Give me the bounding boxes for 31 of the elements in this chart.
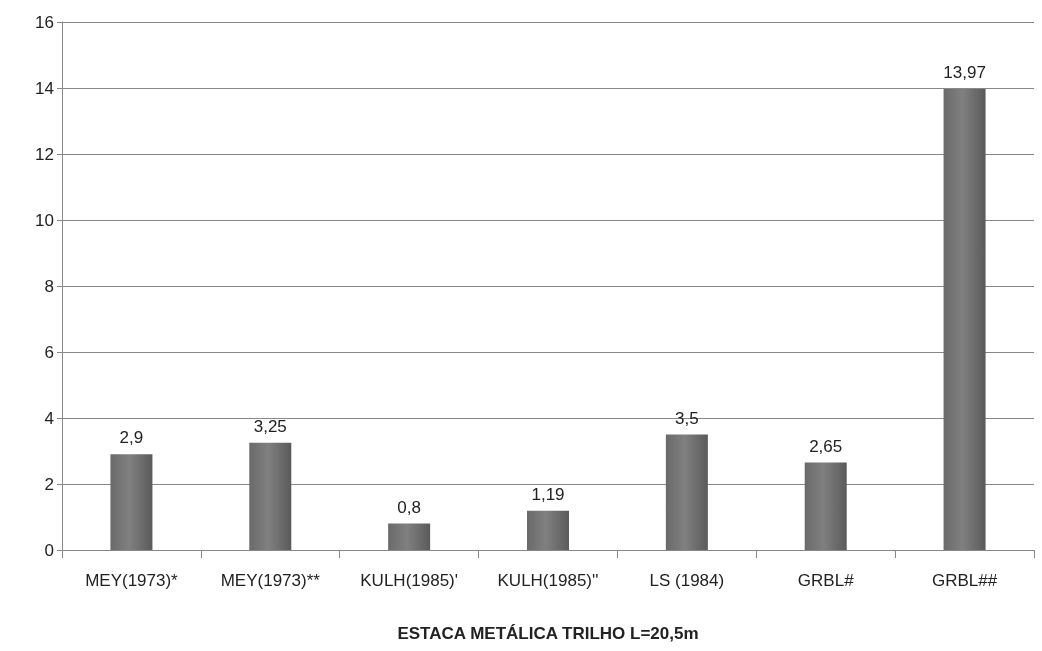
y-tick-label: 0 — [44, 540, 54, 560]
data-label: 0,8 — [397, 497, 421, 517]
x-tick-label: MEY(1973)* — [85, 571, 179, 590]
y-tick-label: 14 — [35, 78, 54, 98]
data-label: 2,65 — [809, 436, 843, 456]
bar — [110, 454, 153, 550]
y-tick-label: 6 — [44, 342, 54, 362]
bar — [527, 510, 569, 550]
x-tick-label: MEY(1973)** — [220, 571, 321, 590]
data-label: 3,5 — [675, 408, 699, 428]
data-label: 3,25 — [253, 416, 287, 436]
x-tick-label: GRBL## — [931, 571, 998, 590]
x-tick-label: LS (1984) — [649, 571, 725, 590]
x-tick-label: KULH(1985)' — [360, 571, 459, 590]
bar — [249, 442, 292, 550]
data-label: 2,9 — [119, 428, 144, 448]
x-tick-label: GRBL# — [797, 571, 855, 590]
y-tick-label: 2 — [44, 474, 54, 494]
y-tick-label: 10 — [35, 210, 54, 230]
y-tick-label: 4 — [44, 408, 54, 428]
bar — [388, 523, 431, 550]
bar — [665, 434, 708, 550]
y-tick-label: 8 — [44, 276, 54, 296]
data-label: 1,19 — [531, 484, 565, 504]
x-tick-label: KULH(1985)'' — [497, 571, 599, 590]
y-tick-label: 12 — [35, 144, 54, 164]
bar — [804, 462, 847, 550]
data-label: 13,97 — [943, 62, 986, 82]
x-axis-title: ESTACA METÁLICA TRILHO L=20,5m — [397, 624, 699, 643]
bar — [943, 88, 986, 550]
y-tick-label: 16 — [35, 12, 54, 32]
